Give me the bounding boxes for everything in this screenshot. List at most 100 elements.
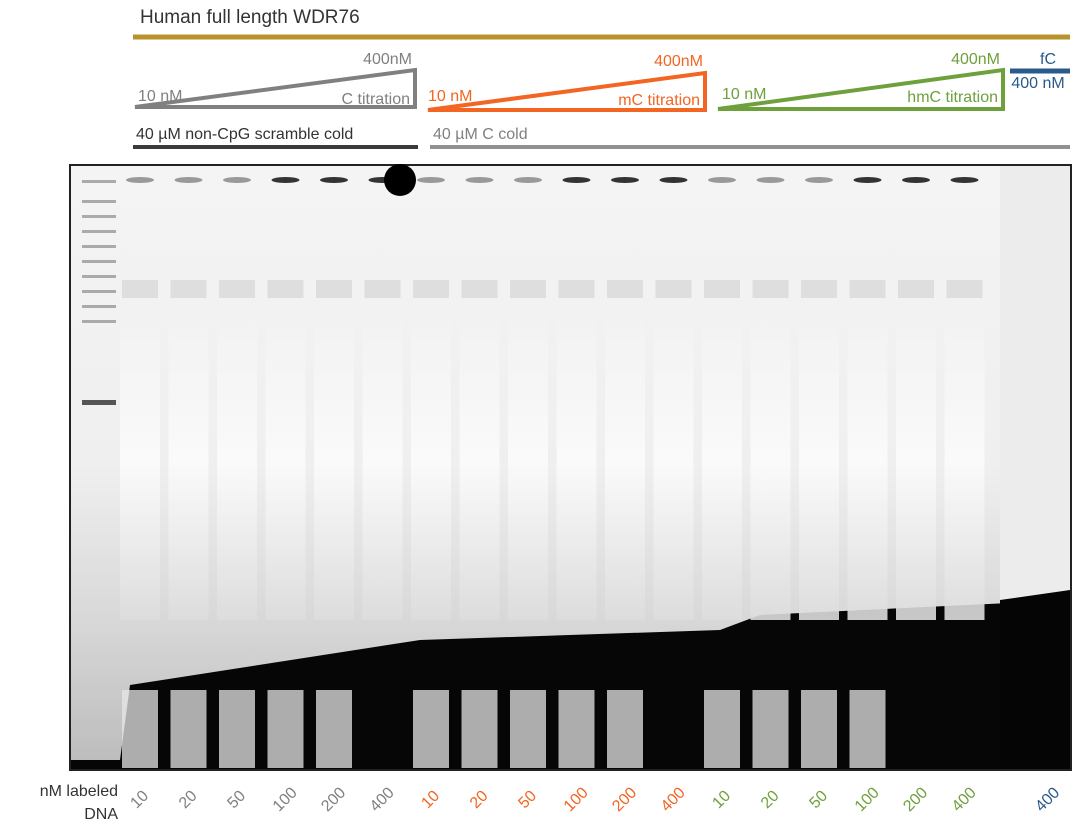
probe-smear [704,690,740,768]
ladder-band [82,400,116,405]
complex-band [219,280,255,298]
lane-smear [459,300,500,620]
well [174,177,203,183]
complex-band [655,280,692,298]
probe-smear [558,690,595,768]
probe-smear [510,690,546,768]
complex-band [898,280,934,298]
complex-band [607,280,643,298]
lane-label: 50 [224,787,249,812]
c-wedge [134,67,417,109]
ladder-band [82,245,116,248]
lane-smear [556,300,597,620]
lane-label: 50 [515,787,540,812]
well-blob [384,164,416,196]
probe-smear [801,690,837,768]
complex-band [558,280,595,298]
lane-label: 400 [658,784,689,815]
complex-band [413,280,449,298]
lane-smear [605,300,645,620]
cold-2: 40 µM C cold [433,126,528,143]
lane-label: 50 [806,787,831,812]
lane-label: 400 [1032,784,1063,815]
lane-smear [362,300,403,620]
well [611,177,639,183]
lane-label: 400 [949,784,980,815]
complex-band [801,280,837,298]
complex-band [170,280,207,298]
well [417,177,445,183]
well [223,177,251,183]
lane-smear [265,300,306,620]
complex-band [364,280,401,298]
lane-smear [944,300,985,620]
complex-band [849,280,886,298]
ladder-band [82,320,116,323]
fc-amount: 400 nM [1011,75,1064,92]
lane-smear [168,300,209,620]
ladder-band [82,275,116,278]
well [465,177,494,183]
lane-smear [896,300,936,620]
probe-smear [849,690,886,768]
ladder-band [82,215,116,218]
well [659,177,688,183]
well [902,177,930,183]
lane-label: 10 [418,787,443,812]
probe-smear [413,690,449,768]
lane-label: 200 [900,784,931,815]
lane-smear [702,300,742,620]
lane-label: 200 [318,784,349,815]
probe-smear [219,690,255,768]
probe-smear [170,690,207,768]
well [514,177,542,183]
lane-label: 400 [367,784,398,815]
lane-label: 20 [758,787,783,812]
ladder-band [82,230,116,233]
well [805,177,833,183]
well [708,177,736,183]
complex-band [122,280,158,298]
hmc-label: hmC titration [907,89,998,106]
lane-label: 10 [127,787,152,812]
axis-label: nM labeled [40,783,118,800]
well [271,177,300,183]
lane-smear [217,300,257,620]
lane-label: 200 [609,784,640,815]
lane-label: 100 [561,784,592,815]
lane-smear [508,300,548,620]
hmc-high: 400nM [951,51,1000,68]
well [853,177,882,183]
probe-smear [267,690,304,768]
lane-label: 100 [270,784,301,815]
gel [69,164,1072,771]
well [756,177,785,183]
lane-smear [653,300,694,620]
mc-high: 400nM [654,53,703,70]
axis-label: DNA [84,806,118,823]
probe-smear [461,690,498,768]
mc-wedge [427,70,707,112]
well [320,177,348,183]
cold-1: 40 µM non-CpG scramble cold [136,126,353,143]
hmc-wedge [717,67,1005,111]
lane-smear [750,300,791,620]
ladder-band [82,260,116,263]
lane-smear [799,300,839,620]
complex-band [704,280,740,298]
probe-smear [607,690,643,768]
ladder-band [82,305,116,308]
mc-label: mC titration [618,92,700,109]
lane-smear [314,300,354,620]
probe-smear [752,690,789,768]
hmc-low: 10 nM [722,86,766,103]
c-low: 10 nM [138,88,182,105]
fc-label: fC [1040,51,1056,68]
c-high: 400nM [363,51,412,68]
well [950,177,979,183]
lane-label: 20 [467,787,492,812]
probe-smear [316,690,352,768]
title: Human full length WDR76 [140,7,360,28]
ladder-band [82,180,116,183]
complex-band [752,280,789,298]
